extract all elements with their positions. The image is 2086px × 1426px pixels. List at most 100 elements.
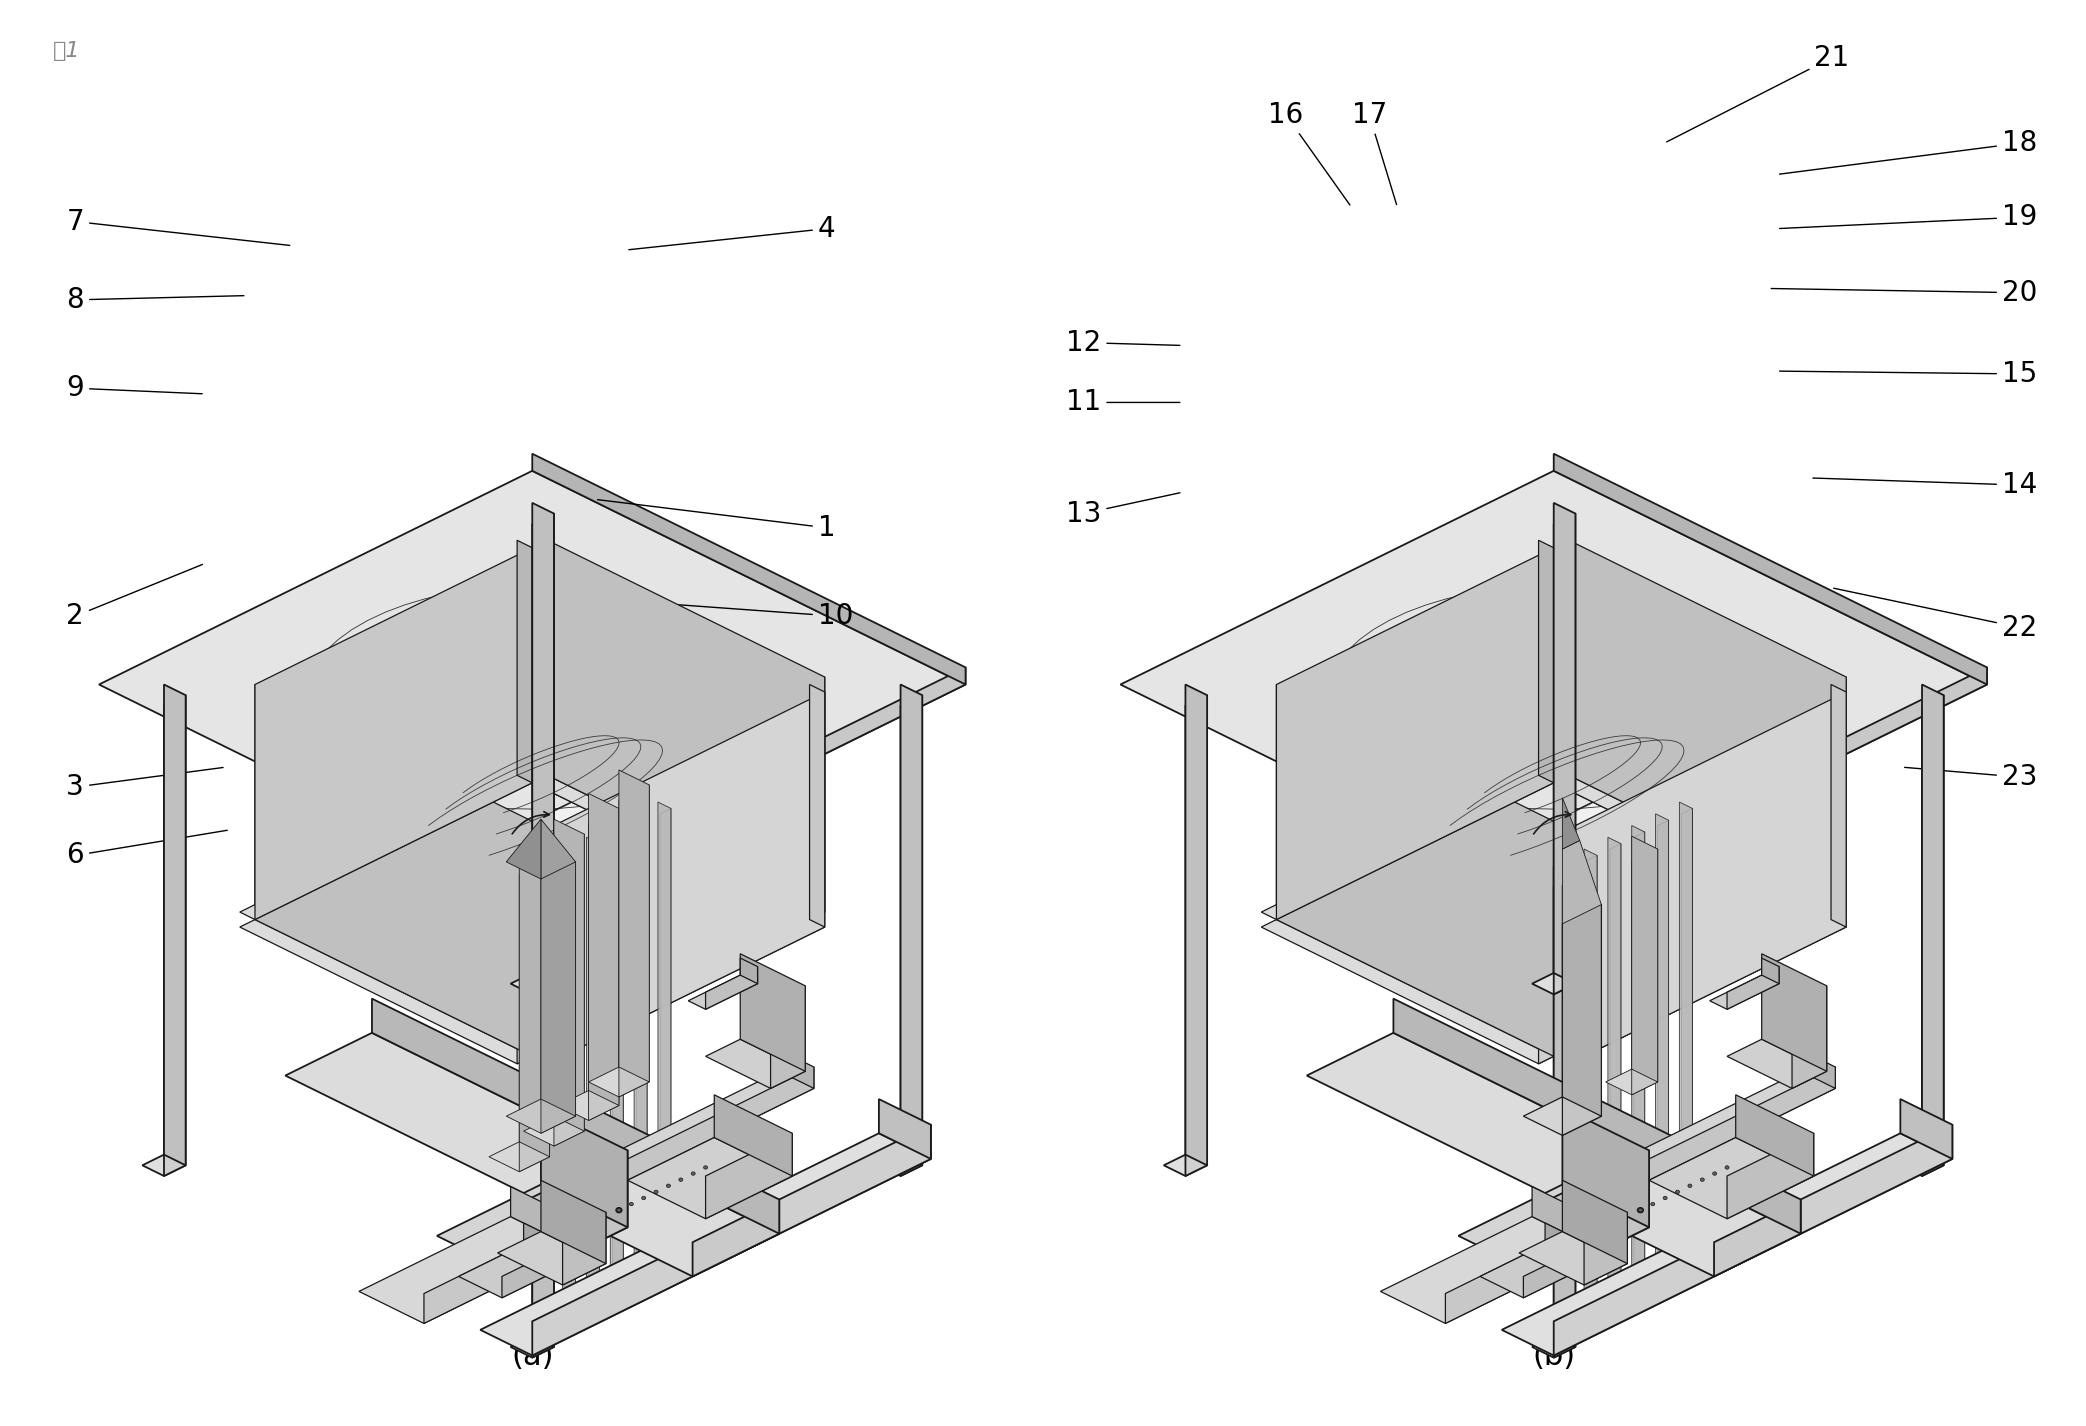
Polygon shape (532, 776, 824, 920)
Polygon shape (1554, 920, 1846, 1064)
Polygon shape (540, 1181, 605, 1263)
Polygon shape (507, 819, 540, 878)
Ellipse shape (690, 1172, 695, 1175)
Polygon shape (499, 1232, 605, 1285)
Polygon shape (547, 692, 824, 1064)
Polygon shape (1573, 1319, 1598, 1330)
Polygon shape (1546, 1224, 1587, 1266)
Polygon shape (565, 856, 576, 1330)
Ellipse shape (1700, 1178, 1704, 1181)
Polygon shape (532, 548, 809, 920)
Polygon shape (254, 684, 532, 1057)
Polygon shape (1277, 548, 1554, 920)
Text: 1: 1 (597, 499, 836, 542)
Polygon shape (586, 837, 599, 1313)
Text: 4: 4 (628, 215, 836, 250)
Polygon shape (1531, 973, 1575, 994)
Polygon shape (532, 920, 824, 1064)
Polygon shape (1185, 684, 1208, 1165)
Polygon shape (1650, 1138, 1813, 1219)
Polygon shape (1727, 1040, 1827, 1088)
Polygon shape (1763, 954, 1827, 1071)
Polygon shape (524, 1151, 628, 1279)
Polygon shape (741, 958, 757, 984)
Polygon shape (524, 1117, 584, 1147)
Polygon shape (532, 513, 555, 994)
Polygon shape (540, 867, 553, 1343)
Ellipse shape (1725, 1165, 1729, 1169)
Polygon shape (878, 1155, 922, 1176)
Text: 23: 23 (1905, 763, 2038, 791)
Polygon shape (809, 677, 824, 920)
Polygon shape (519, 1071, 814, 1216)
Polygon shape (611, 826, 624, 1302)
Polygon shape (1633, 831, 1644, 1308)
Polygon shape (511, 1186, 576, 1249)
Polygon shape (1554, 866, 1575, 1348)
Polygon shape (555, 819, 584, 1131)
Polygon shape (1164, 1155, 1208, 1176)
Ellipse shape (1663, 1196, 1667, 1199)
Polygon shape (423, 1219, 576, 1323)
Text: 20: 20 (1771, 278, 2038, 307)
Polygon shape (1792, 985, 1827, 1088)
Polygon shape (503, 1245, 567, 1298)
Polygon shape (647, 1272, 672, 1283)
Text: 17: 17 (1352, 101, 1396, 204)
Polygon shape (705, 967, 757, 1010)
Polygon shape (555, 1067, 814, 1216)
Polygon shape (1539, 540, 1554, 783)
Ellipse shape (630, 1202, 634, 1206)
Polygon shape (1554, 503, 1575, 984)
Polygon shape (636, 820, 647, 1296)
Polygon shape (1621, 1296, 1644, 1308)
Polygon shape (1554, 776, 1846, 920)
Text: 7: 7 (67, 208, 290, 245)
Polygon shape (1539, 821, 1554, 1064)
Polygon shape (459, 1245, 567, 1298)
Polygon shape (809, 684, 824, 927)
Polygon shape (780, 1050, 814, 1088)
Polygon shape (901, 684, 922, 1165)
Polygon shape (1562, 1181, 1627, 1263)
Polygon shape (1900, 1099, 1952, 1159)
Text: (a): (a) (511, 1342, 553, 1372)
Polygon shape (1531, 1336, 1575, 1358)
Text: 5: 5 (403, 941, 499, 984)
Polygon shape (553, 1319, 576, 1330)
Polygon shape (1277, 684, 1554, 1057)
Polygon shape (1262, 920, 1554, 1064)
Polygon shape (1562, 797, 1579, 848)
Polygon shape (563, 848, 576, 1326)
Ellipse shape (642, 1196, 647, 1199)
Polygon shape (1832, 684, 1846, 927)
Polygon shape (540, 819, 576, 878)
Polygon shape (1610, 844, 1621, 1319)
Polygon shape (1502, 1134, 1952, 1356)
Polygon shape (620, 770, 649, 1082)
Polygon shape (240, 776, 532, 920)
Polygon shape (532, 667, 966, 898)
Polygon shape (1554, 548, 1832, 920)
Polygon shape (1381, 1216, 1598, 1323)
Text: 10: 10 (561, 596, 853, 630)
Polygon shape (1606, 1070, 1658, 1095)
Text: 15: 15 (1779, 359, 2038, 388)
Polygon shape (770, 985, 805, 1088)
Polygon shape (511, 973, 555, 994)
Polygon shape (1598, 1308, 1621, 1319)
Polygon shape (1560, 861, 1573, 1338)
Polygon shape (538, 861, 553, 1338)
Polygon shape (1523, 1097, 1602, 1135)
Polygon shape (1669, 1272, 1692, 1283)
Polygon shape (599, 1296, 624, 1308)
Polygon shape (1546, 1151, 1650, 1279)
Polygon shape (657, 801, 672, 1279)
Polygon shape (511, 1336, 555, 1358)
Polygon shape (1562, 867, 1573, 1343)
Polygon shape (1519, 1232, 1627, 1285)
Polygon shape (1306, 1032, 1800, 1276)
Ellipse shape (1650, 1202, 1654, 1206)
Polygon shape (507, 1099, 576, 1134)
Polygon shape (1681, 809, 1692, 1283)
